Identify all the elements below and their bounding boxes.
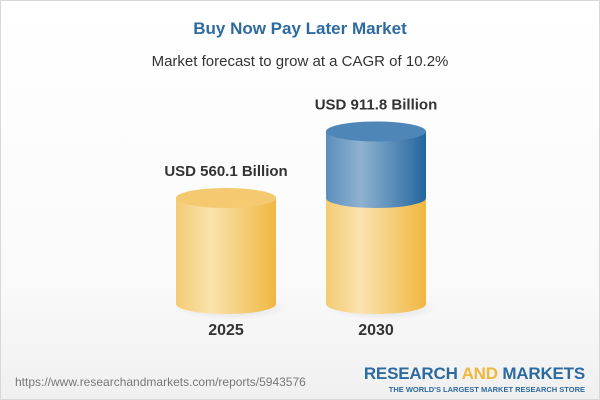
x-tick-label: 2030 (358, 322, 394, 339)
data-label: USD 911.8 Billion (315, 96, 438, 113)
bar-2030-base (326, 198, 426, 314)
bar-2025-base (176, 198, 276, 314)
research-and-markets-logo: RESEARCH AND MARKETS THE WORLD'S LARGEST… (363, 364, 585, 394)
bar-top-2025 (176, 188, 276, 208)
data-label: USD 560.1 Billion (164, 163, 287, 180)
x-tick-label: 2025 (208, 322, 244, 339)
chart-subtitle: Market forecast to grow at a CAGR of 10.… (151, 53, 449, 70)
bar-top-2030 (326, 121, 426, 142)
chart-title: Buy Now Pay Later Market (193, 19, 407, 38)
bar-2030-growth (326, 131, 426, 208)
source-url[interactable]: https://www.researchandmarkets.com/repor… (15, 375, 306, 389)
cylinder-chart: USD 560.1 Billion 2025 USD 911.8 Billion 20… (164, 96, 440, 339)
